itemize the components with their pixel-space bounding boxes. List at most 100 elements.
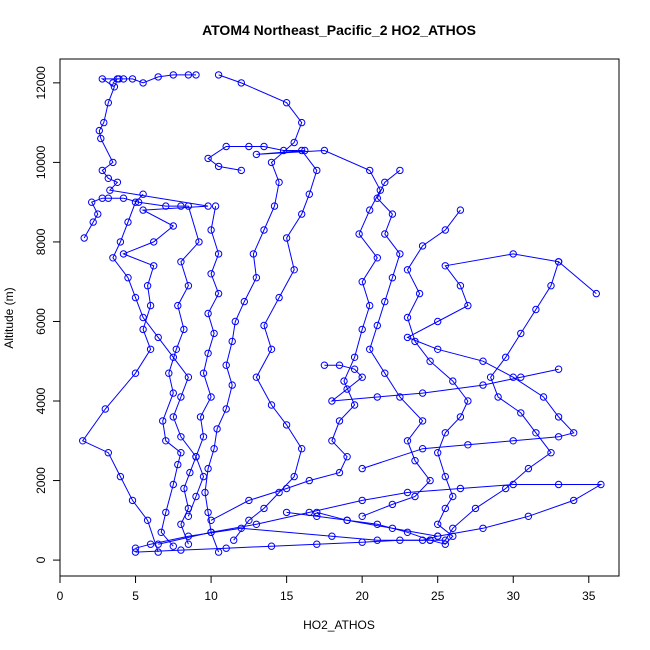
data-point [128, 75, 137, 83]
data-point [204, 464, 212, 473]
data-point [249, 250, 258, 258]
series-layer [79, 71, 605, 556]
data-point [403, 333, 412, 342]
data-point [267, 542, 276, 550]
data-point [456, 413, 465, 421]
data-point [100, 118, 108, 127]
data-point [298, 118, 306, 127]
data-point [162, 437, 170, 445]
data-point [267, 401, 276, 409]
data-point [411, 492, 419, 501]
data-point [207, 226, 215, 234]
data-point [184, 512, 193, 520]
data-point [245, 496, 253, 505]
data-point [335, 361, 344, 369]
data-point [328, 532, 336, 540]
data-point [547, 449, 555, 457]
data-point [131, 293, 140, 302]
data-point [222, 361, 230, 369]
series-3 [177, 202, 223, 548]
data-point [373, 254, 381, 262]
data-point [174, 460, 182, 469]
x-tick-label: 15 [280, 589, 294, 603]
data-point [184, 532, 193, 540]
data-point [237, 524, 246, 532]
data-point [177, 258, 185, 266]
series-14 [109, 71, 200, 87]
data-point [180, 325, 188, 334]
data-point [381, 297, 389, 306]
y-tick-label: 10000 [34, 145, 48, 179]
data-point [89, 218, 97, 226]
series-line [207, 146, 318, 541]
data-point [358, 325, 366, 334]
data-point [449, 377, 457, 385]
data-point [213, 425, 221, 433]
x-tick-label: 5 [132, 589, 139, 603]
data-point [343, 453, 351, 461]
data-point [479, 357, 487, 365]
data-point [104, 99, 113, 107]
data-point [199, 433, 208, 441]
data-point [222, 405, 230, 413]
data-point [106, 186, 114, 194]
plot-area-frame [59, 58, 620, 577]
series-line [362, 253, 575, 470]
data-point [418, 242, 427, 250]
data-point [98, 75, 107, 83]
data-point [237, 79, 246, 87]
data-point [98, 194, 107, 202]
data-point [131, 544, 140, 552]
data-point [464, 301, 472, 310]
data-point [532, 305, 540, 314]
data-point [486, 373, 495, 381]
data-point [418, 389, 427, 397]
data-point [328, 397, 336, 405]
data-point [97, 134, 105, 143]
data-point [479, 524, 487, 532]
data-point [298, 146, 306, 155]
series-15 [109, 190, 208, 520]
data-point [554, 365, 563, 373]
data-point [252, 274, 261, 282]
data-point [169, 353, 178, 361]
series-line [210, 149, 381, 521]
data-point [186, 468, 194, 477]
data-point [328, 437, 336, 445]
data-point [449, 524, 457, 532]
data-point [381, 230, 389, 238]
data-point [290, 138, 298, 147]
data-point [260, 504, 268, 513]
data-point [396, 166, 404, 175]
data-point [184, 373, 193, 381]
data-point [131, 369, 140, 377]
data-point [139, 313, 147, 322]
data-point [301, 146, 309, 155]
data-point [366, 301, 374, 310]
series-7 [358, 166, 434, 520]
data-point [554, 413, 563, 421]
data-point [201, 488, 209, 497]
data-point [146, 345, 155, 353]
data-point [358, 512, 366, 520]
data-point [350, 401, 359, 409]
data-point [104, 174, 113, 183]
data-point [214, 289, 223, 298]
data-point [313, 512, 321, 520]
data-point [388, 274, 397, 282]
data-point [373, 393, 381, 401]
data-point [441, 504, 449, 513]
data-point [547, 282, 555, 290]
data-point [180, 484, 188, 493]
series-line [135, 511, 438, 549]
data-point [298, 445, 306, 453]
data-point [214, 162, 223, 171]
data-point [456, 282, 465, 290]
data-point [177, 449, 185, 457]
data-point [88, 198, 96, 206]
data-point [396, 250, 404, 258]
data-point [245, 142, 253, 151]
data-point [169, 71, 178, 79]
data-point [509, 373, 517, 381]
data-point [79, 437, 87, 445]
